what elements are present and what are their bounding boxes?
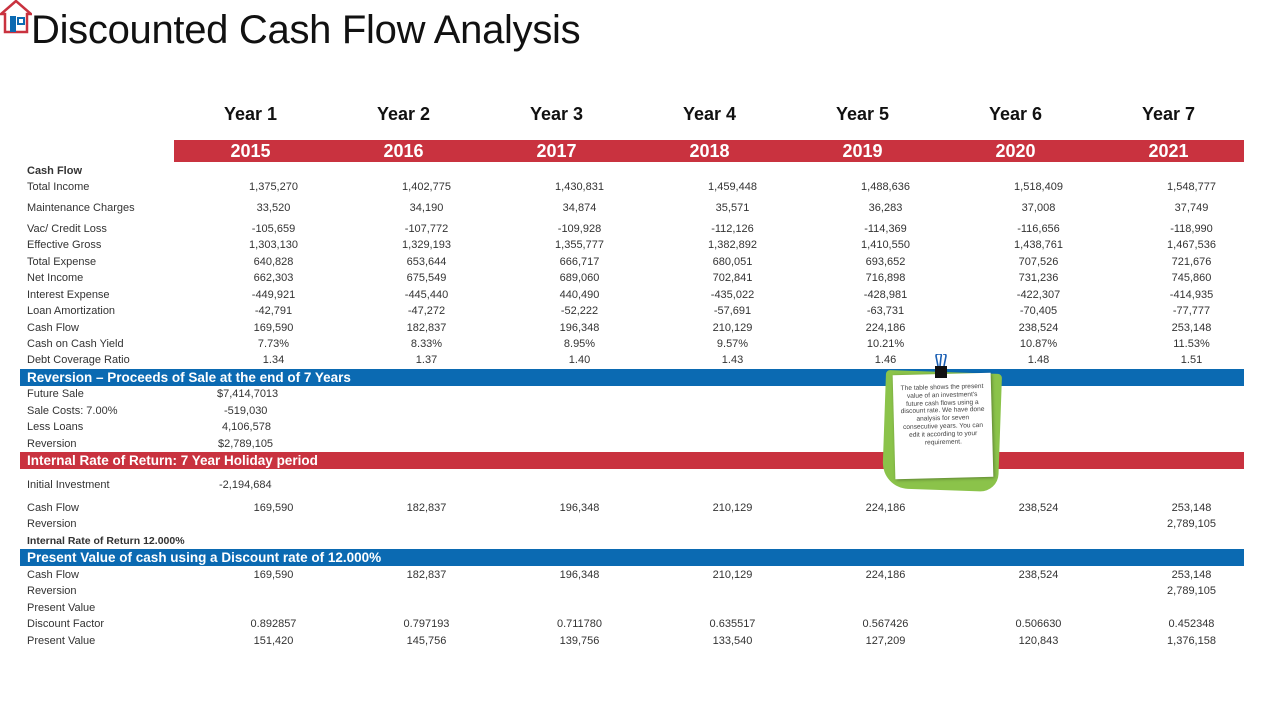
- table-row: Cash Flow 169,590 182,837 196,348 210,12…: [27, 502, 1212, 514]
- year-label: Year 2: [376, 104, 431, 124]
- sticky-note: The table shows the present value of an …: [881, 354, 1003, 492]
- table-row: Vac/ Credit Loss -105,659 -107,772 -109,…: [27, 223, 1213, 235]
- year-label: Year 6: [988, 104, 1043, 124]
- page-title: Discounted Cash Flow Analysis: [31, 8, 581, 52]
- table-row: Reversion 2,789,105: [27, 518, 1216, 530]
- cash-flow-heading: Cash Flow: [27, 165, 83, 177]
- table-row: Discount Factor 0.892857 0.797193 0.7117…: [27, 618, 1215, 630]
- table-row: Total Expense 640,828 653,644 666,717 68…: [27, 256, 1212, 268]
- table-row: Cash on Cash Yield 7.73% 8.33% 8.95% 9.5…: [27, 338, 1210, 350]
- calendar-year: 2017: [536, 141, 577, 161]
- calendar-year: 2019: [842, 141, 883, 161]
- year-header-row: Year 1 Year 2 Year 3 Year 4 Year 5 Year …: [174, 104, 1244, 130]
- calendar-year: 2015: [230, 141, 271, 161]
- house-logo-icon: [0, 0, 32, 34]
- year-label: Year 4: [682, 104, 737, 124]
- calendar-year: 2021: [1148, 141, 1189, 161]
- table-row: Effective Gross 1,303,130 1,329,193 1,35…: [27, 239, 1216, 251]
- table-row: Loan Amortization -42,791 -47,272 -52,22…: [27, 305, 1211, 317]
- irr-section-bar: Internal Rate of Return: 7 Year Holiday …: [20, 452, 1244, 469]
- calendar-year: 2016: [383, 141, 424, 161]
- reversion-section-bar: Reversion – Proceeds of Sale at the end …: [20, 369, 1244, 386]
- year-label: Year 1: [223, 104, 278, 124]
- calendar-year: 2018: [689, 141, 730, 161]
- table-row: Total Income 1,375,270 1,402,775 1,430,8…: [27, 181, 1216, 193]
- sticky-note-paper: The table shows the present value of an …: [892, 372, 994, 480]
- table-row: Net Income 662,303 675,549 689,060 702,8…: [27, 272, 1212, 284]
- calendar-year-bar: 2015 2016 2017 2018 2019 2020 2021: [174, 140, 1244, 162]
- year-label: Year 7: [1141, 104, 1196, 124]
- table-row: Maintenance Charges 33,520 34,190 34,874…: [27, 202, 1209, 214]
- table-row: Interest Expense -449,921 -445,440 440,4…: [27, 289, 1214, 301]
- table-row: Cash Flow 169,590 182,837 196,348 210,12…: [27, 569, 1212, 581]
- table-row: Sale Costs: 7.00% -519,030: [27, 405, 268, 417]
- table-row: Less Loans 4,106,578: [27, 421, 271, 433]
- calendar-year: 2020: [995, 141, 1036, 161]
- table-row: Cash Flow 169,590 182,837 196,348 210,12…: [27, 322, 1212, 334]
- table-row: Debt Coverage Ratio 1.34 1.37 1.40 1.43 …: [27, 354, 1203, 366]
- table-row: Present Value: [27, 602, 96, 614]
- present-value-section-bar: Present Value of cash using a Discount r…: [20, 549, 1244, 566]
- table-row: Reversion $2,789,105: [27, 438, 274, 450]
- table-row: Future Sale $7,414,7013: [27, 388, 279, 400]
- sticky-note-text: The table shows the present value of an …: [900, 382, 985, 447]
- table-row: Present Value 151,420 145,756 139,756 13…: [27, 635, 1216, 647]
- table-row: Reversion 2,789,105: [27, 585, 1216, 597]
- binder-clip-icon: [935, 354, 947, 378]
- irr-result-label: Internal Rate of Return 12.000%: [27, 535, 185, 547]
- year-label: Year 3: [529, 104, 584, 124]
- table-row: Initial Investment -2,194,684: [27, 479, 272, 491]
- year-label: Year 5: [835, 104, 890, 124]
